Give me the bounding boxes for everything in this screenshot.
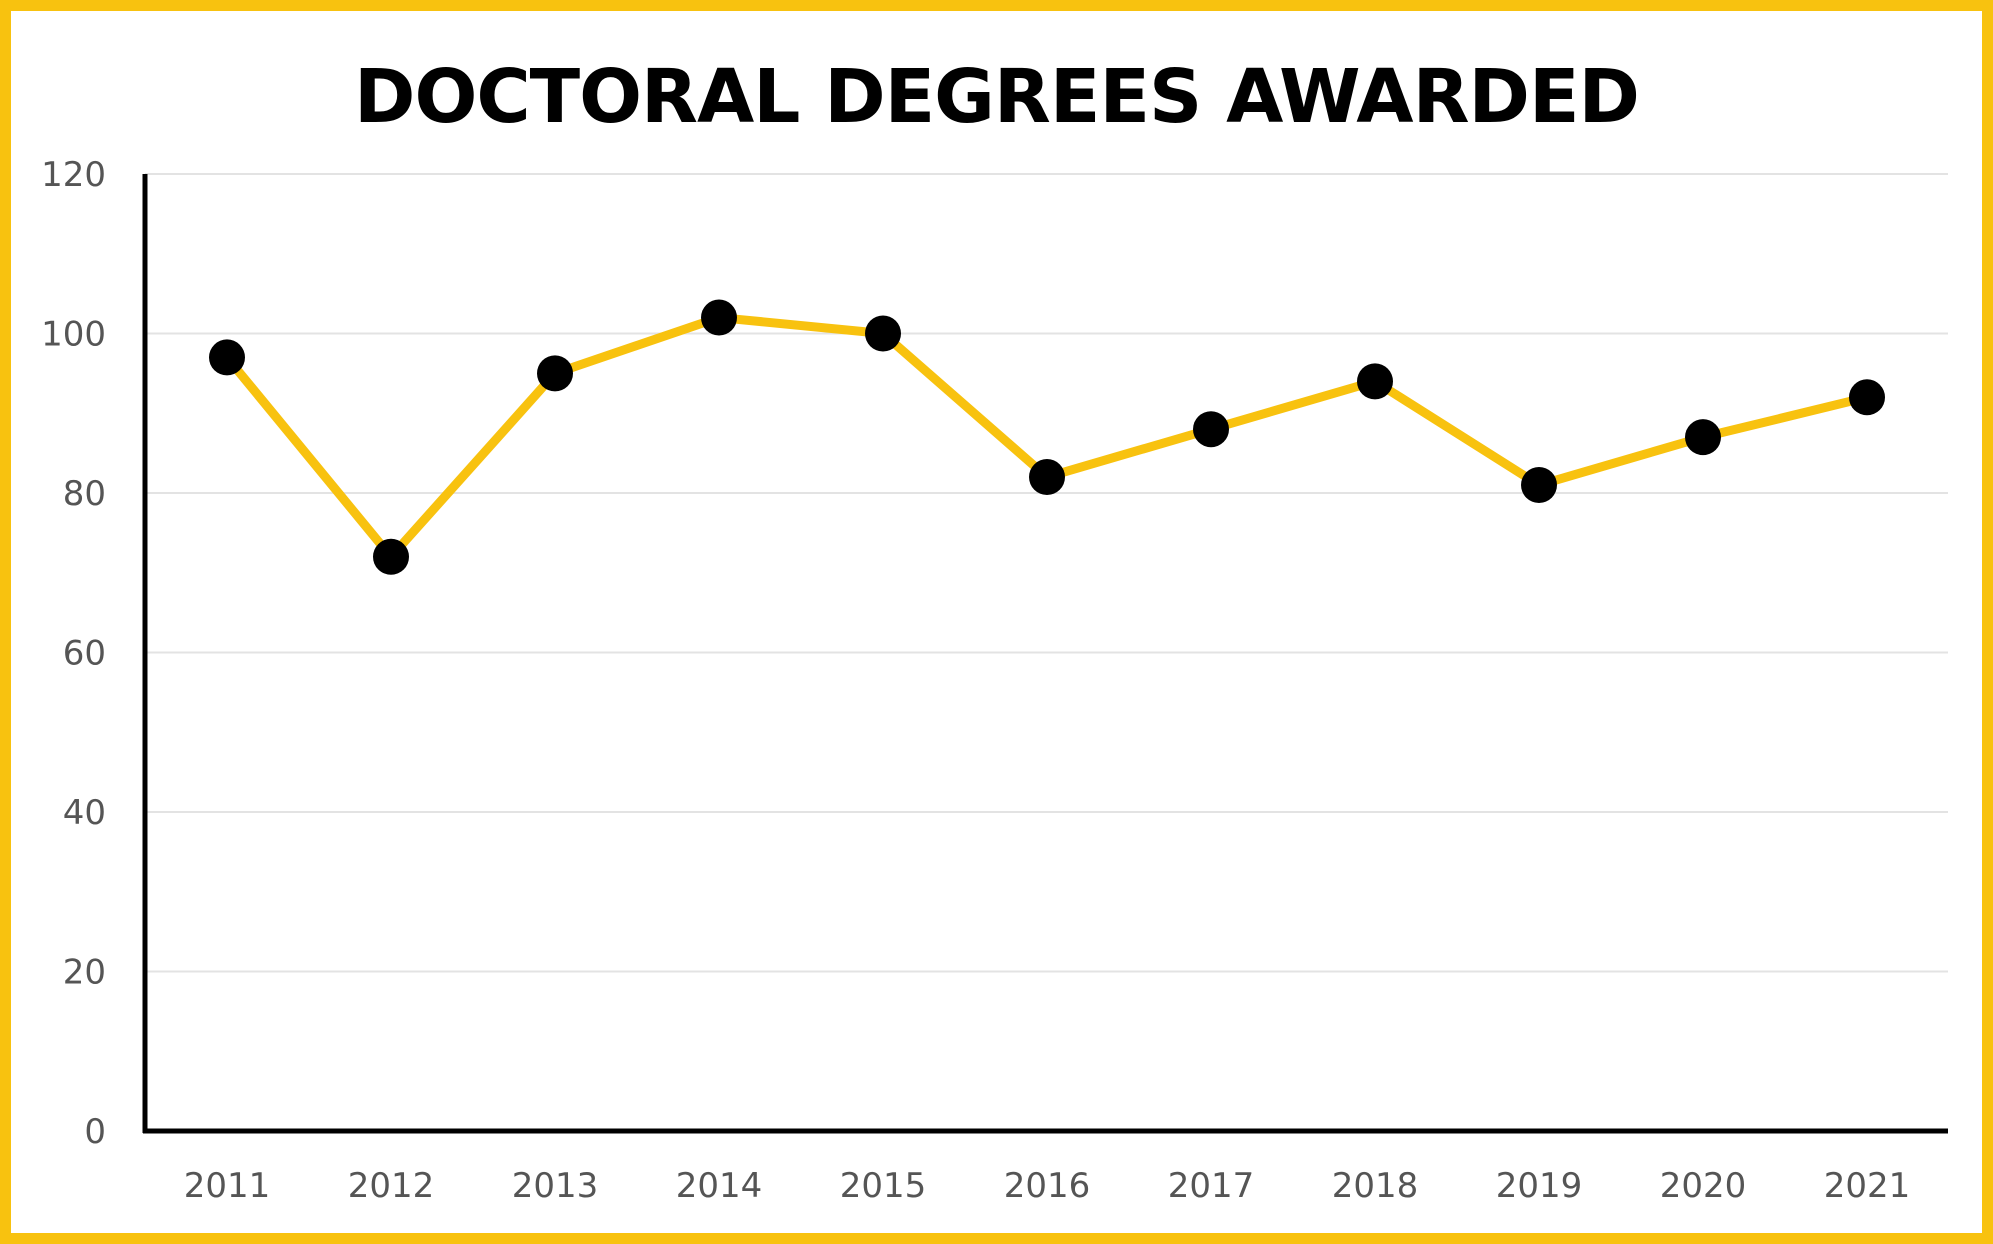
y-tick-label: 0	[84, 1112, 106, 1152]
data-point-2020	[1685, 419, 1721, 456]
axes	[142, 174, 1948, 1134]
data-point-2013	[537, 355, 573, 392]
data-point-2011	[209, 339, 245, 376]
data-point-2017	[1193, 411, 1229, 448]
data-point-2019	[1521, 467, 1557, 504]
series	[222, 313, 1872, 562]
chart-title: DOCTORAL DEGREES AWARDED	[354, 54, 1640, 140]
x-tick-label: 2015	[840, 1166, 927, 1206]
y-tick-label: 100	[41, 315, 106, 355]
x-tick-label: 2020	[1660, 1166, 1747, 1206]
series-line-0	[222, 313, 1872, 562]
x-tick-label: 2017	[1168, 1166, 1255, 1206]
x-tick-label: 2019	[1496, 1166, 1583, 1206]
data-point-2016	[1029, 459, 1065, 496]
y-axis-tick-labels: 0 20 40 60 80 100 120	[41, 155, 106, 1152]
x-tick-label: 2011	[184, 1166, 271, 1206]
x-tick-label: 2013	[512, 1166, 599, 1206]
y-tick-label: 60	[63, 634, 106, 674]
x-tick-label: 2018	[1332, 1166, 1419, 1206]
y-tick-label: 40	[63, 793, 106, 833]
data-markers	[209, 299, 1885, 575]
x-tick-label: 2012	[348, 1166, 435, 1206]
y-tick-label: 20	[63, 953, 106, 993]
x-tick-label: 2021	[1824, 1166, 1911, 1206]
data-point-2012	[373, 538, 409, 575]
x-tick-label: 2014	[676, 1166, 763, 1206]
y-tick-label: 80	[63, 474, 106, 514]
x-axis-tick-labels: 2011 2012 2013 2014 2015 2016 2017 2018 2019 2020…	[184, 1166, 1911, 1206]
data-point-2018	[1357, 363, 1393, 400]
x-tick-label: 2016	[1004, 1166, 1091, 1206]
data-point-2014	[701, 299, 737, 336]
data-point-2015	[865, 315, 901, 352]
y-tick-label: 120	[41, 155, 106, 195]
data-point-2021	[1849, 379, 1885, 416]
gridlines	[145, 173, 1948, 973]
